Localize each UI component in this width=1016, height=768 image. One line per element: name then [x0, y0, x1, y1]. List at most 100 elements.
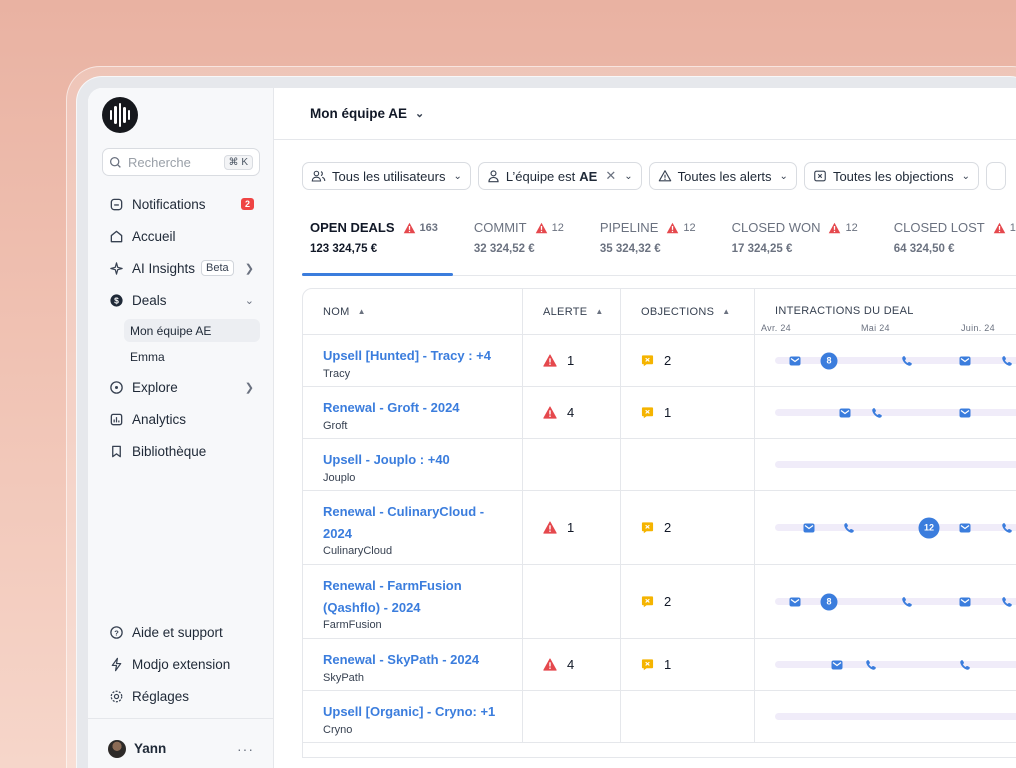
sidebar-item-deals[interactable]: $ Deals ⌄ — [102, 284, 260, 316]
deal-name-link[interactable]: Renewal - FarmFusion (Qashflo) - 2024 — [323, 578, 462, 615]
phone-icon[interactable] — [865, 659, 877, 671]
column-header-interactions: INTERACTIONS DU DEAL Avr. 24 Mai 24 Juin… — [755, 289, 1016, 334]
sort-icon[interactable]: ▲ — [595, 307, 604, 316]
deal-name-link[interactable]: Renewal - Groft - 2024 — [323, 400, 460, 415]
bell-icon — [108, 196, 124, 212]
tab-alert-count: 163 — [419, 221, 438, 234]
email-icon[interactable] — [789, 356, 801, 366]
sidebar-subitem-emma[interactable]: Emma — [130, 349, 165, 364]
deal-name-link[interactable]: Renewal - CulinaryCloud - 2024 — [323, 504, 485, 541]
email-icon[interactable] — [839, 408, 851, 418]
filter-objections[interactable]: Toutes les objections ⌄ — [803, 162, 980, 190]
phone-icon[interactable] — [901, 596, 913, 608]
search-icon — [109, 156, 121, 168]
tab-amount: 64 324,50 € — [893, 243, 955, 255]
team-selector[interactable]: Mon équipe AE ⌄ — [274, 88, 1016, 140]
sidebar-item-notifications[interactable]: Notifications 2 — [102, 188, 260, 220]
user-profile[interactable]: Yann ··· — [88, 718, 274, 768]
sidebar-item-aide-et-support[interactable]: ? Aide et support — [102, 616, 260, 648]
sort-icon[interactable]: ▲ — [722, 307, 731, 316]
deal-name-link[interactable]: Renewal - SkyPath - 2024 — [323, 652, 480, 667]
tab-pipeline[interactable]: PIPELINE 12 35 324,32 € — [592, 210, 704, 275]
interactions-cell — [755, 639, 1016, 690]
phone-icon[interactable] — [901, 355, 913, 367]
meeting-count: 8 — [820, 593, 838, 610]
phone-icon[interactable] — [1001, 522, 1013, 534]
sidebar-item-label: Accueil — [132, 228, 176, 244]
close-icon[interactable]: ✕ — [605, 168, 617, 183]
email-icon[interactable] — [959, 597, 971, 607]
column-header-nom[interactable]: NOM ▲ — [303, 289, 523, 334]
sidebar-item-explore[interactable]: Explore ❯ — [102, 371, 260, 403]
compass-icon — [108, 379, 124, 395]
tab-open-deals[interactable]: OPEN DEALS 163 123 324,75 € — [302, 210, 453, 276]
users-icon — [311, 169, 326, 183]
deal-cell: Renewal - Groft - 2024 Groft — [303, 387, 523, 438]
filter-team[interactable]: L’équipe est AE ✕ ⌄ — [477, 162, 642, 190]
meeting-count-badge[interactable]: 12 — [918, 517, 940, 538]
meeting-count-badge[interactable]: 8 — [820, 593, 838, 610]
alert-icon — [403, 222, 416, 234]
filter-users[interactable]: Tous les utilisateurs ⌄ — [302, 162, 471, 190]
phone-icon[interactable] — [871, 407, 883, 419]
alert-icon — [828, 222, 841, 234]
chevron-right-icon[interactable]: ❯ — [244, 262, 254, 275]
deal-cell: Renewal - FarmFusion (Qashflo) - 2024 Far… — [303, 565, 523, 638]
table-row[interactable]: Upsell [Organic] - Cryno: +1 Cryno — [303, 691, 1016, 743]
beta-tag: Beta — [201, 260, 234, 276]
email-icon[interactable] — [959, 408, 971, 418]
column-header-objections[interactable]: OBJECTIONS ▲ — [621, 289, 755, 334]
sidebar-item-accueil[interactable]: Accueil — [102, 220, 260, 252]
table-header: NOM ▲ ALERTE ▲ OBJECTIONS ▲ INTERACTIONS DU… — [303, 289, 1016, 335]
deal-name-link[interactable]: Upsell [Hunted] - Tracy : +4 — [323, 348, 491, 363]
more-options-icon[interactable]: ··· — [237, 740, 254, 757]
chevron-down-icon[interactable]: ⌄ — [244, 294, 254, 307]
phone-icon[interactable] — [843, 522, 855, 534]
filter-alerts[interactable]: Toutes les alerts ⌄ — [648, 162, 797, 190]
sidebar-item-reglages[interactable]: Réglages — [102, 680, 260, 712]
email-icon[interactable] — [959, 356, 971, 366]
tab-closed-lost[interactable]: CLOSED LOST 12 64 324,50 € — [886, 210, 1016, 275]
table-row[interactable]: Renewal - SkyPath - 2024 SkyPath 4 1 — [303, 639, 1016, 691]
deal-cell: Renewal - SkyPath - 2024 SkyPath — [303, 639, 523, 690]
filter-more[interactable] — [986, 162, 1007, 190]
deal-cell: Upsell - Jouplo : +40 Jouplo — [303, 439, 523, 490]
meeting-count-badge[interactable]: 8 — [820, 352, 838, 369]
bolt-icon — [108, 656, 124, 672]
deal-name-link[interactable]: Upsell [Organic] - Cryno: +1 — [323, 704, 496, 719]
objection-icon — [641, 354, 654, 367]
modjo-logo[interactable] — [102, 97, 138, 133]
search-input[interactable]: Recherche ⌘ K — [102, 148, 260, 176]
table-row[interactable]: Upsell [Hunted] - Tracy : +4 Tracy 1 2 8 — [303, 335, 1016, 387]
warning-outline-icon — [658, 169, 672, 183]
email-icon[interactable] — [959, 523, 971, 533]
table-row[interactable]: Upsell - Jouplo : +40 Jouplo — [303, 439, 1016, 491]
tab-closed-won[interactable]: CLOSED WON 12 17 324,25 € — [724, 210, 866, 275]
sidebar-item-bibliotheque[interactable]: Bibliothèque — [102, 435, 260, 467]
tab-amount: 17 324,25 € — [731, 243, 793, 255]
sidebar-subitem-mon-equipe-ae[interactable]: Mon équipe AE — [124, 319, 260, 342]
deal-company: CulinaryCloud — [323, 545, 393, 557]
email-icon[interactable] — [789, 597, 801, 607]
column-header-label: INTERACTIONS DU DEAL — [775, 305, 914, 317]
sidebar-item-analytics[interactable]: Analytics — [102, 403, 260, 435]
chevron-right-icon[interactable]: ❯ — [244, 381, 254, 394]
avatar — [108, 739, 126, 758]
column-header-alerte[interactable]: ALERTE ▲ — [523, 289, 621, 334]
table-row[interactable]: Renewal - Groft - 2024 Groft 4 1 — [303, 387, 1016, 439]
tab-commit[interactable]: COMMIT 12 32 324,52 € — [466, 210, 572, 275]
sidebar-item-ai-insights[interactable]: AI Insights Beta ❯ — [102, 252, 260, 284]
sidebar-item-modjo-extension[interactable]: Modjo extension — [102, 648, 260, 680]
sort-icon[interactable]: ▲ — [357, 307, 366, 316]
phone-icon[interactable] — [1001, 355, 1013, 367]
timeline-track — [775, 409, 1016, 416]
table-row[interactable]: Renewal - CulinaryCloud - 2024 CulinaryCl… — [303, 491, 1016, 565]
email-icon[interactable] — [831, 660, 843, 670]
timeline-track — [775, 598, 1016, 605]
deal-name-link[interactable]: Upsell - Jouplo : +40 — [323, 452, 450, 467]
table-row[interactable]: Renewal - FarmFusion (Qashflo) - 2024 Far… — [303, 565, 1016, 639]
phone-icon[interactable] — [1001, 596, 1013, 608]
timeline-track — [775, 461, 1016, 468]
email-icon[interactable] — [803, 523, 815, 533]
phone-icon[interactable] — [959, 659, 971, 671]
